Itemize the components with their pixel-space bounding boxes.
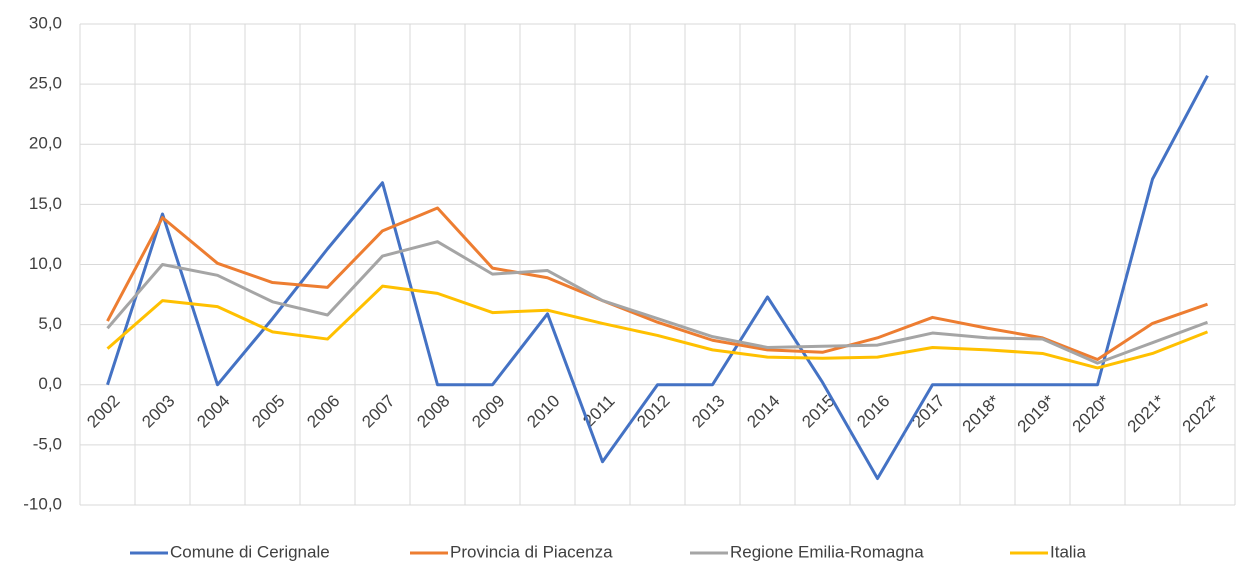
x-tick-label: 2003 bbox=[138, 391, 178, 431]
x-tick-label: 2019* bbox=[1014, 391, 1059, 436]
y-tick-label: 25,0 bbox=[29, 74, 62, 93]
x-tick-label: 2010 bbox=[523, 391, 563, 431]
y-tick-label: -10,0 bbox=[23, 494, 62, 513]
x-tick-label: 2005 bbox=[248, 391, 288, 431]
y-tick-label: 10,0 bbox=[29, 254, 62, 273]
y-tick-label: 0,0 bbox=[38, 374, 62, 393]
x-tick-label: 2007 bbox=[358, 391, 398, 431]
x-tick-label: 2008 bbox=[413, 391, 453, 431]
series-line bbox=[106, 75, 1209, 481]
y-tick-label: 20,0 bbox=[29, 134, 62, 153]
x-tick-label: 2009 bbox=[468, 391, 508, 431]
y-tick-label: 30,0 bbox=[29, 13, 62, 32]
y-tick-label: 5,0 bbox=[38, 314, 62, 333]
x-tick-label: 2022* bbox=[1179, 391, 1224, 436]
y-tick-label: -5,0 bbox=[33, 434, 62, 453]
x-tick-label: 2002 bbox=[83, 391, 123, 431]
x-tick-label: 2021* bbox=[1124, 391, 1169, 436]
x-tick-label: 2013 bbox=[688, 391, 728, 431]
x-tick-label: 2004 bbox=[193, 391, 233, 431]
x-tick-label: 2006 bbox=[303, 391, 343, 431]
series-line bbox=[106, 240, 1209, 365]
x-tick-label: 2016 bbox=[853, 391, 893, 431]
legend-label: Provincia di Piacenza bbox=[450, 542, 613, 561]
x-tick-label: 2017 bbox=[908, 391, 948, 431]
x-tick-label: 2014 bbox=[743, 391, 783, 431]
legend-label: Italia bbox=[1050, 542, 1086, 561]
series-line bbox=[106, 206, 1208, 361]
legend-label: Regione Emilia-Romagna bbox=[730, 542, 924, 561]
x-tick-label: 2020* bbox=[1069, 391, 1114, 436]
legend-label: Comune di Cerignale bbox=[170, 542, 330, 561]
y-tick-label: 15,0 bbox=[29, 194, 62, 213]
series-line bbox=[106, 284, 1209, 370]
x-tick-label: 2018* bbox=[959, 391, 1004, 436]
